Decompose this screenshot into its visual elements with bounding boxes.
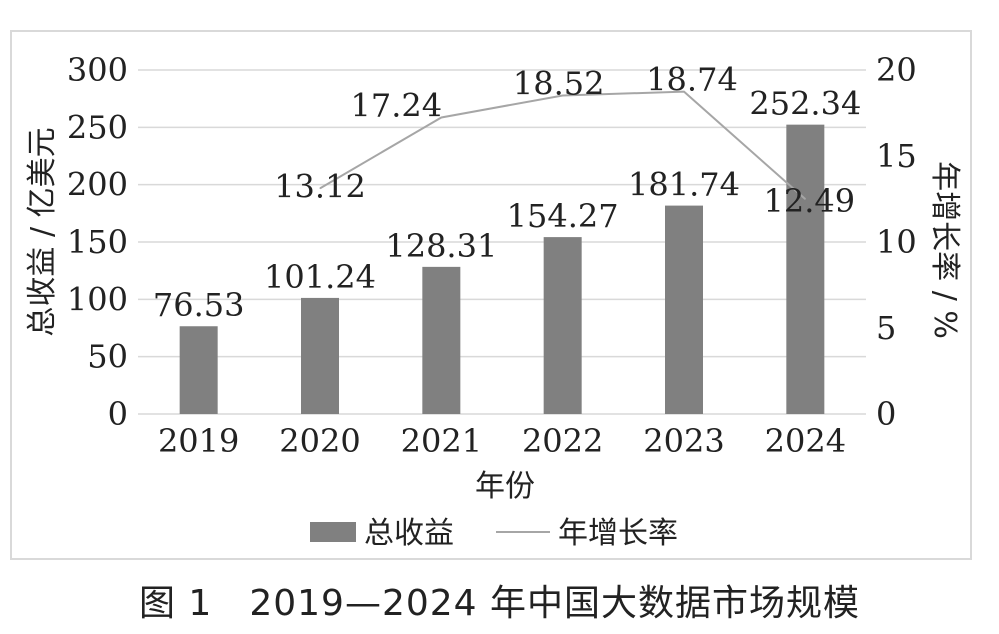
- bar-series: [179, 124, 825, 414]
- y-tick-label: 200: [67, 166, 128, 204]
- axis-ticks: 0 50 100 150 200 250 300 0 5 10 15 20 2019 2020 2021 20…: [67, 51, 917, 460]
- line-series: [319, 90, 806, 200]
- legend: 总收益 年增长率: [310, 516, 678, 551]
- bar-value-label: 154.27: [507, 197, 619, 235]
- y-tick-label: 0: [108, 395, 128, 433]
- bar: [786, 124, 825, 414]
- y-tick-label: 250: [67, 108, 128, 146]
- bar-value-label: 101.24: [264, 258, 376, 296]
- x-tick-label: 2019: [158, 422, 239, 460]
- line-point: [319, 187, 321, 189]
- line-point: [440, 116, 442, 118]
- bar-value-label: 128.31: [385, 227, 497, 265]
- bar-value-label: 76.53: [153, 286, 245, 324]
- x-tick-label: 2020: [279, 422, 360, 460]
- y-tick-label: 50: [87, 338, 128, 376]
- legend-line-label: 年增长率: [558, 516, 678, 551]
- x-axis-title: 年份: [475, 469, 535, 504]
- legend-bar-swatch: [310, 522, 356, 542]
- bar: [422, 266, 461, 414]
- line-value-label: 17.24: [351, 86, 443, 124]
- bar: [179, 326, 218, 414]
- y-tick-label: 150: [67, 223, 128, 261]
- y2-tick-label: 10: [876, 223, 917, 261]
- x-tick-label: 2024: [765, 422, 846, 460]
- bar: [665, 205, 703, 414]
- y2-tick-label: 15: [876, 137, 917, 175]
- y-axis-title: 总收益 / 亿美元: [25, 127, 60, 336]
- legend-bar-label: 总收益: [364, 516, 454, 551]
- x-tick-label: 2021: [401, 422, 482, 460]
- line-point: [562, 94, 564, 96]
- y2-tick-label: 20: [876, 51, 917, 89]
- figure-caption: 图 1 2019—2024 年中国大数据市场规模: [138, 583, 861, 624]
- y2-axis-title: 年增长率 / %: [927, 161, 962, 339]
- line-value-label: 13.12: [274, 167, 366, 205]
- bar: [543, 237, 582, 414]
- x-tick-label: 2023: [643, 422, 724, 460]
- x-tick-label: 2022: [522, 422, 603, 460]
- y2-tick-label: 5: [876, 309, 896, 347]
- line-value-label: 18.52: [513, 64, 605, 102]
- bar-value-label: 181.74: [628, 166, 740, 204]
- grid-lines: [138, 69, 866, 415]
- line-point: [683, 91, 685, 93]
- y2-tick-label: 0: [876, 395, 896, 433]
- y-tick-label: 100: [67, 280, 128, 318]
- bar: [301, 297, 339, 414]
- bar-value-label: 252.34: [749, 85, 861, 123]
- line-value-label: 12.49: [764, 182, 856, 220]
- line-point: [804, 198, 806, 200]
- y-tick-label: 300: [67, 51, 128, 89]
- line-value-label: 18.74: [646, 61, 738, 99]
